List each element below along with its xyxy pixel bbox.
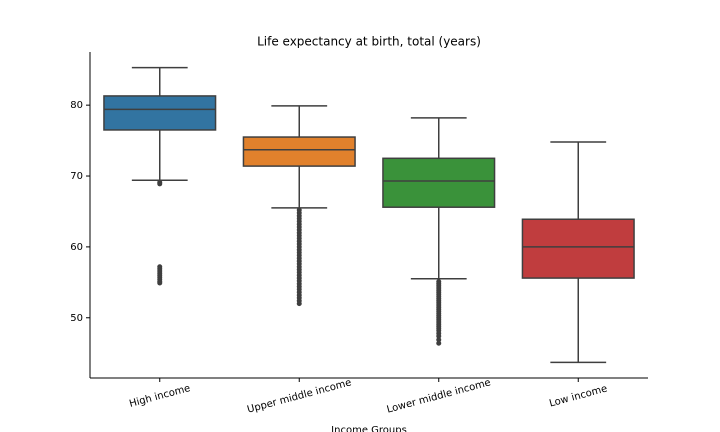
x-tick-label: Lower middle income — [386, 377, 492, 415]
outlier — [157, 181, 163, 187]
outlier — [436, 340, 442, 346]
outlier — [436, 337, 442, 343]
x-tick-label: Upper middle income — [246, 377, 353, 415]
y-tick-label: 60 — [70, 242, 83, 253]
box — [103, 95, 217, 131]
outlier — [296, 301, 302, 307]
chart-title: Life expectancy at birth, total (years) — [257, 35, 481, 49]
x-tick-label: High income — [128, 383, 192, 410]
box — [242, 136, 356, 167]
y-tick-label: 50 — [70, 313, 83, 324]
y-tick-label: 80 — [70, 100, 83, 111]
outlier — [436, 333, 442, 339]
x-axis-label: Income Groups — [331, 425, 407, 432]
x-tick-label: Low income — [548, 383, 608, 409]
outlier — [157, 280, 163, 286]
y-tick-label: 70 — [70, 171, 83, 182]
box — [382, 157, 496, 208]
box — [521, 218, 635, 279]
